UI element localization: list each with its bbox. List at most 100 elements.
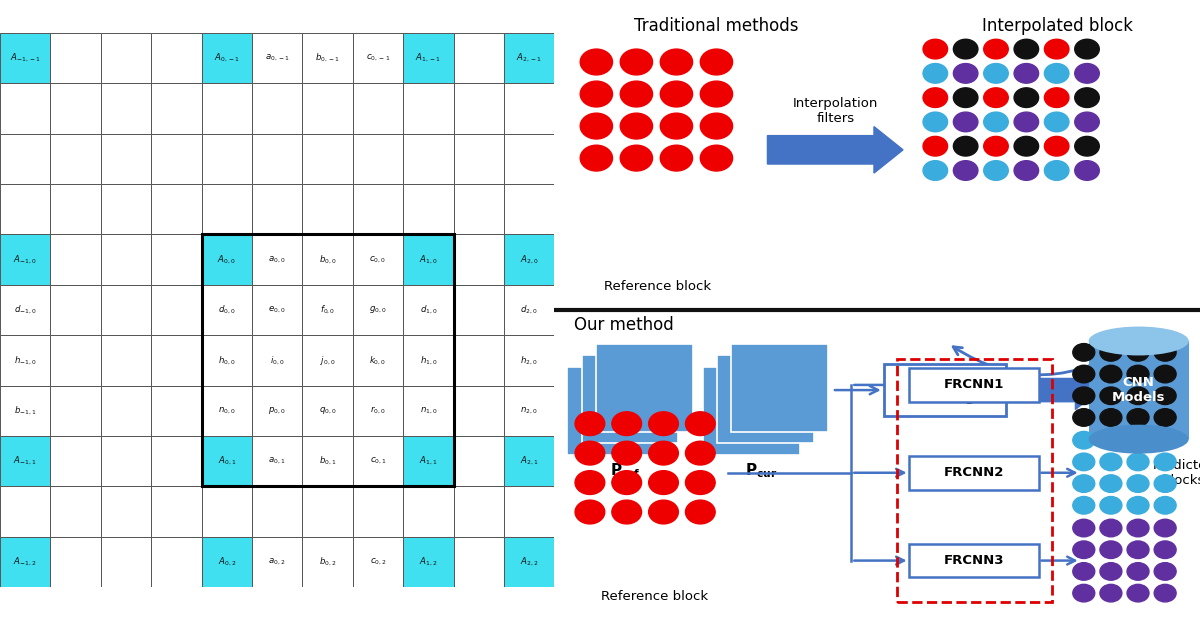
Bar: [703, 367, 799, 454]
Bar: [504, 487, 554, 537]
Bar: [504, 83, 554, 133]
Bar: [454, 133, 504, 184]
Bar: [910, 456, 1038, 490]
Bar: [252, 537, 302, 587]
Text: $q_{0,0}$: $q_{0,0}$: [319, 405, 336, 416]
Bar: [403, 184, 454, 234]
Text: $b_{0,1}$: $b_{0,1}$: [319, 455, 336, 467]
Circle shape: [1073, 520, 1094, 537]
Circle shape: [1073, 409, 1094, 427]
Text: $d_{-1,0}$: $d_{-1,0}$: [13, 304, 37, 316]
Bar: [151, 436, 202, 487]
Text: $r_{0,0}$: $r_{0,0}$: [370, 405, 386, 417]
Text: $i_{0,0}$: $i_{0,0}$: [270, 354, 284, 366]
Circle shape: [1154, 432, 1176, 449]
Bar: [252, 335, 302, 386]
Bar: [302, 234, 353, 285]
Bar: [302, 83, 353, 133]
Text: $c_{0,-1}$: $c_{0,-1}$: [366, 53, 390, 63]
Circle shape: [612, 412, 642, 435]
Bar: [0, 335, 50, 386]
Bar: [151, 184, 202, 234]
Bar: [202, 33, 252, 83]
Text: $A_{2,1}$: $A_{2,1}$: [520, 455, 539, 467]
Bar: [101, 133, 151, 184]
Text: $f_{0,0}$: $f_{0,0}$: [320, 304, 335, 316]
Bar: [0, 33, 50, 83]
Text: $c_{0,1}$: $c_{0,1}$: [370, 456, 386, 466]
Bar: [302, 33, 353, 83]
Text: $A_{-1,1}$: $A_{-1,1}$: [13, 455, 37, 467]
Circle shape: [923, 39, 948, 59]
Text: $h_{1,0}$: $h_{1,0}$: [420, 354, 437, 366]
Circle shape: [984, 63, 1008, 83]
Bar: [202, 386, 252, 436]
Text: $n_{2,0}$: $n_{2,0}$: [521, 405, 538, 416]
Circle shape: [1100, 432, 1122, 449]
Circle shape: [1154, 387, 1176, 405]
Circle shape: [953, 112, 978, 132]
Circle shape: [1044, 136, 1069, 156]
Bar: [252, 386, 302, 436]
Circle shape: [575, 412, 605, 435]
Circle shape: [1100, 365, 1122, 383]
Text: $\mathbf{P_{cur}}$: $\mathbf{P_{cur}}$: [745, 461, 778, 479]
Circle shape: [649, 412, 678, 435]
Circle shape: [685, 500, 715, 524]
Circle shape: [612, 500, 642, 524]
Circle shape: [1100, 453, 1122, 471]
Circle shape: [575, 441, 605, 465]
Circle shape: [1075, 112, 1099, 132]
Bar: [454, 487, 504, 537]
Bar: [202, 436, 252, 487]
Text: $c_{0,0}$: $c_{0,0}$: [370, 254, 386, 265]
Bar: [101, 184, 151, 234]
Circle shape: [1154, 497, 1176, 514]
Text: $A_{2,0}$: $A_{2,0}$: [520, 254, 539, 266]
Circle shape: [649, 500, 678, 524]
Bar: [403, 487, 454, 537]
FancyArrow shape: [1009, 371, 1100, 409]
Bar: [302, 133, 353, 184]
Bar: [910, 544, 1038, 577]
Circle shape: [1073, 343, 1094, 361]
Bar: [504, 386, 554, 436]
Bar: [50, 436, 101, 487]
Text: $a_{0,1}$: $a_{0,1}$: [269, 456, 286, 466]
Text: $A_{0,2}$: $A_{0,2}$: [217, 556, 236, 568]
Bar: [595, 344, 692, 432]
Bar: [252, 83, 302, 133]
Text: Interpolated block: Interpolated block: [983, 17, 1134, 35]
Text: Reference block: Reference block: [601, 590, 708, 603]
Circle shape: [953, 39, 978, 59]
Bar: [302, 487, 353, 537]
Circle shape: [953, 63, 978, 83]
Bar: [50, 184, 101, 234]
Bar: [101, 487, 151, 537]
Bar: [504, 335, 554, 386]
Bar: [353, 537, 403, 587]
Text: $A_{0,0}$: $A_{0,0}$: [217, 254, 236, 266]
Text: $A_{1,0}$: $A_{1,0}$: [419, 254, 438, 266]
Bar: [252, 436, 302, 487]
Bar: [883, 365, 1007, 416]
Bar: [252, 285, 302, 335]
Circle shape: [1044, 112, 1069, 132]
Bar: [403, 436, 454, 487]
Circle shape: [1127, 365, 1148, 383]
Bar: [50, 133, 101, 184]
Circle shape: [984, 136, 1008, 156]
Bar: [353, 184, 403, 234]
Circle shape: [1075, 63, 1099, 83]
Circle shape: [1073, 387, 1094, 405]
Bar: [151, 133, 202, 184]
Bar: [0, 133, 50, 184]
Bar: [353, 234, 403, 285]
Bar: [50, 234, 101, 285]
Circle shape: [1127, 453, 1148, 471]
Bar: [504, 184, 554, 234]
Circle shape: [1127, 541, 1148, 559]
Bar: [302, 537, 353, 587]
Circle shape: [1127, 584, 1148, 602]
Circle shape: [1100, 520, 1122, 537]
